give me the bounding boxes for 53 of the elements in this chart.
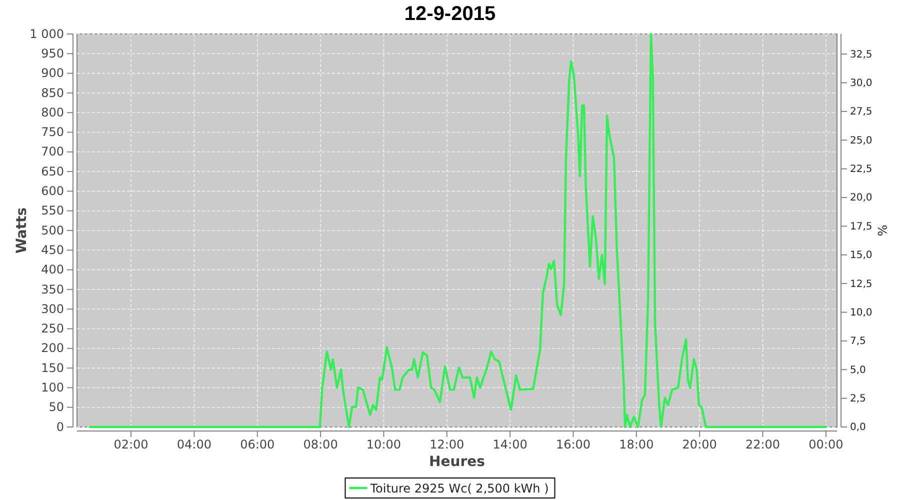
- y-tick-label: 750: [41, 125, 64, 140]
- y2-tick-label: 2,5: [850, 394, 866, 405]
- y-tick-label: 100: [41, 380, 64, 395]
- x-tick-label: 20:00: [682, 438, 717, 452]
- line-series: [88, 32, 828, 428]
- y2-axis-title: %: [875, 224, 889, 236]
- x-tick-label: 22:00: [745, 438, 780, 452]
- y-tick-label: 950: [41, 46, 64, 60]
- y-tick-label: 150: [41, 360, 64, 375]
- y2-tick-label: 10,0: [850, 307, 872, 318]
- x-tick-label: 12:00: [430, 438, 464, 452]
- legend-label: Toiture 2925 Wc( 2,500 kWh ): [369, 482, 549, 496]
- y2-tick-label: 5,0: [850, 364, 866, 376]
- y2-tick-label: 32,5: [850, 49, 872, 60]
- y-tick-label: 800: [41, 105, 64, 120]
- y-tick-label: 650: [41, 164, 64, 178]
- y-tick-label: 200: [41, 341, 64, 356]
- y-tick-label: 500: [41, 223, 64, 238]
- y2-tick-label: 27,5: [850, 106, 872, 118]
- y2-tick-label: 20,0: [850, 192, 872, 204]
- x-tick-label: 14:00: [492, 438, 528, 452]
- y-tick-label: 300: [41, 302, 64, 316]
- y-tick-label: 250: [41, 322, 64, 336]
- y-tick-label: 700: [41, 144, 64, 159]
- y-tick-label: 50: [48, 400, 64, 414]
- y2-tick-label: 17,5: [850, 221, 872, 232]
- y2-tick-label: 15,0: [850, 250, 872, 262]
- y-axis-title: Watts: [14, 207, 30, 254]
- x-tick-label: 08:00: [303, 438, 338, 452]
- y2-tick-label: 0,0: [850, 422, 866, 434]
- y-tick-label: 350: [41, 282, 64, 296]
- y2-tick-label: 25,0: [850, 135, 872, 146]
- chart-title: 12-9-2015: [404, 3, 496, 25]
- y2-tick-label: 30,0: [850, 78, 872, 89]
- y-tick-label: 850: [41, 86, 64, 100]
- y-tick-label: 400: [41, 262, 64, 277]
- y-tick-label: 550: [41, 204, 64, 218]
- x-tick-label: 02:00: [114, 438, 148, 452]
- y2-tick-label: 7,5: [850, 336, 866, 348]
- x-tick-label: 06:00: [240, 438, 275, 452]
- y-tick-label: 600: [41, 184, 64, 198]
- x-tick-label: 18:00: [619, 438, 654, 452]
- y-tick-label: 1 000: [30, 26, 64, 41]
- y-tick-label: 900: [41, 66, 64, 80]
- x-tick-label: 00:00: [808, 438, 844, 452]
- y-tick-label: 0: [56, 420, 64, 434]
- x-axis-title: Heures: [429, 454, 485, 470]
- x-tick-label: 04:00: [176, 438, 212, 452]
- y2-tick-label: 12,5: [850, 278, 872, 290]
- y2-tick-label: 22,5: [850, 164, 872, 176]
- x-tick-label: 10:00: [366, 438, 402, 452]
- y-tick-label: 450: [41, 242, 64, 257]
- x-tick-label: 16:00: [556, 438, 591, 452]
